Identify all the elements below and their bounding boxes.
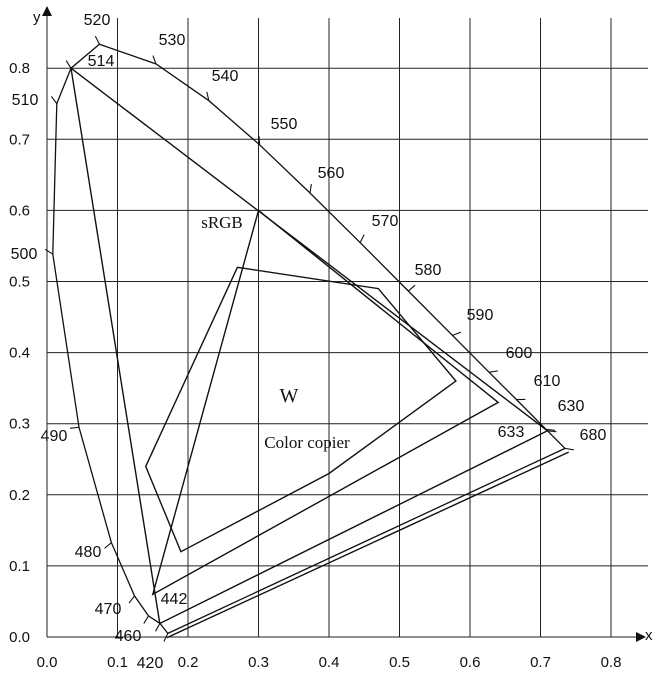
locus-tick-590 xyxy=(452,331,462,336)
locus-tick-480 xyxy=(104,542,112,549)
wavelength-label-590: 590 xyxy=(467,307,494,324)
wavelength-label-570: 570 xyxy=(372,213,399,230)
x-tick-label-3: 0.3 xyxy=(248,654,269,671)
wavelength-label-610: 610 xyxy=(534,373,561,390)
locus-tick-420 xyxy=(163,633,169,642)
wavelength-label-633: 633 xyxy=(498,424,525,441)
wavelength-label-580: 580 xyxy=(415,262,442,279)
x-axis-label: x xyxy=(645,627,653,644)
x-tick-label-5: 0.5 xyxy=(389,654,410,671)
outer-gamut-inner-edge xyxy=(166,451,569,639)
wavelength-label-420: 420 xyxy=(137,655,164,672)
y-tick-label-1: 0.1 xyxy=(9,558,30,575)
y-tick-label-5: 0.5 xyxy=(9,274,30,291)
locus-tick-570 xyxy=(359,234,365,243)
locus-tick-490 xyxy=(70,426,80,429)
spectral-locus-layer xyxy=(44,35,574,642)
wavelength-label-510: 510 xyxy=(12,92,39,109)
locus-tick-540 xyxy=(206,91,210,101)
locus-tick-633 xyxy=(547,430,557,433)
locus-tick-630 xyxy=(546,428,556,431)
wavelength-label-600: 600 xyxy=(506,345,533,362)
wavelength-label-480: 480 xyxy=(75,544,102,561)
wavelength-label-460: 460 xyxy=(115,628,142,645)
locus-tick-510 xyxy=(50,96,58,104)
wavelength-labels: 420 442 460 470 480 490 500 510 514 520 530 540 550 5… xyxy=(11,12,607,672)
y-tick-label-2: 0.2 xyxy=(9,487,30,504)
y-tick-label-3: 0.3 xyxy=(9,416,30,433)
srgb-label: sRGB xyxy=(201,213,243,232)
x-axis-arrow xyxy=(636,632,646,642)
y-tick-label-7: 0.7 xyxy=(9,131,30,148)
white-point-label: W xyxy=(280,385,299,407)
locus-tick-520 xyxy=(94,35,100,45)
tick-labels: 0.0 0.1 0.2 0.3 0.4 0.5 0.6 0.7 0.8 0.0 0.1 0.2 0.3 0… xyxy=(9,9,653,671)
x-tick-label-4: 0.4 xyxy=(319,654,340,671)
wavelength-label-630: 630 xyxy=(558,398,585,415)
locus-tick-530 xyxy=(152,55,157,65)
locus-tick-680 xyxy=(564,447,574,451)
wavelength-label-490: 490 xyxy=(41,428,68,445)
x-tick-label-7: 0.7 xyxy=(530,654,551,671)
locus-tick-470 xyxy=(128,595,135,604)
outer-gamut-triangle xyxy=(70,66,549,625)
wavelength-label-530: 530 xyxy=(159,32,186,49)
wavelength-label-560: 560 xyxy=(318,165,345,182)
y-axis-arrow xyxy=(42,6,52,16)
x-tick-label-2: 0.2 xyxy=(178,654,199,671)
grid xyxy=(42,6,648,642)
wavelength-label-540: 540 xyxy=(212,68,239,85)
gamut-layer xyxy=(70,66,569,639)
locus-tick-550 xyxy=(258,135,261,145)
locus-tick-500 xyxy=(44,248,54,255)
locus-tick-600 xyxy=(488,370,499,373)
color-copier-gamut xyxy=(144,266,457,553)
x-tick-label-6: 0.6 xyxy=(460,654,481,671)
spectral-locus xyxy=(52,43,567,635)
wavelength-label-550: 550 xyxy=(271,116,298,133)
x-tick-label-0: 0.0 xyxy=(37,654,58,671)
locus-tick-580 xyxy=(407,284,416,292)
x-tick-label-1: 0.1 xyxy=(107,654,128,671)
y-axis-label: y xyxy=(33,9,41,26)
wavelength-label-514: 514 xyxy=(88,53,115,70)
wavelength-label-442: 442 xyxy=(161,591,188,608)
srgb-gamut-triangle xyxy=(151,209,500,596)
color-copier-label: Color copier xyxy=(264,433,350,452)
locus-tick-560 xyxy=(309,183,312,194)
locus-tick-460 xyxy=(143,615,149,624)
y-tick-label-8: 0.8 xyxy=(9,60,30,77)
wavelength-label-680: 680 xyxy=(580,427,607,444)
y-tick-label-6: 0.6 xyxy=(9,202,30,219)
locus-tick-442 xyxy=(155,623,161,632)
wavelength-label-470: 470 xyxy=(95,601,122,618)
x-tick-label-8: 0.8 xyxy=(601,654,622,671)
y-tick-label-0: 0.0 xyxy=(9,629,30,646)
wavelength-label-500: 500 xyxy=(11,246,38,263)
y-tick-label-4: 0.4 xyxy=(9,345,30,362)
text-labels: sRGB Color copier W xyxy=(201,213,350,452)
wavelength-label-520: 520 xyxy=(84,12,111,29)
